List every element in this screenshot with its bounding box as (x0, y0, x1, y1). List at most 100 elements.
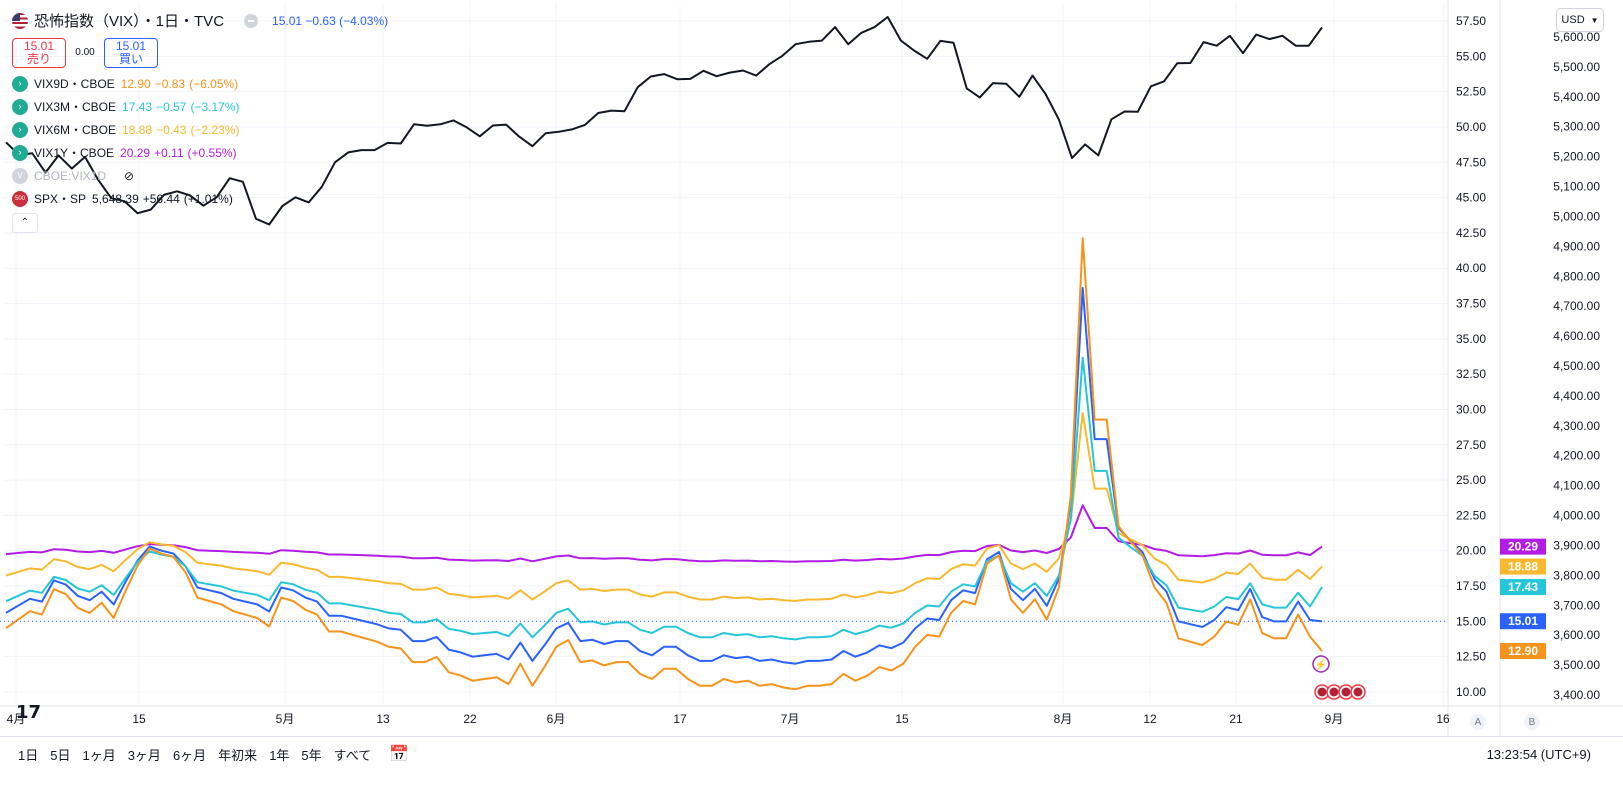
left-axis-tick: 10.00 (1456, 685, 1486, 699)
left-axis-tick: 37.50 (1456, 297, 1486, 311)
symbol-v-icon: V (12, 167, 28, 184)
x-axis-tick: 7月 (781, 712, 800, 726)
legend-row[interactable]: › VIX1Y・CBOE 20.29 +0.11 (+0.55%) (12, 141, 388, 164)
series-change: +56.44 (142, 191, 180, 206)
sell-label: 売り (26, 52, 51, 66)
chevron-down-icon: ▼ (1590, 15, 1599, 25)
right-axis-tick: 4,200.00 (1553, 449, 1600, 463)
buy-button[interactable]: 15.01 買い (104, 38, 158, 68)
calendar-goto-icon[interactable]: 📅 (389, 746, 410, 763)
right-axis-tick: 3,400.00 (1553, 688, 1600, 702)
legend-row[interactable]: 500 SPX・SP 5,648.39 +56.44 (+1.01%) (12, 187, 388, 210)
series-line (5, 504, 1323, 563)
right-axis-tick: 5,200.00 (1553, 150, 1600, 164)
currency-select[interactable]: USD ▼ (1556, 8, 1604, 32)
range-button[interactable]: 1日 (18, 747, 39, 763)
series-change: −0.43 (156, 122, 187, 137)
legend-row[interactable]: › VIX9D・CBOE 12.90 −0.83 (−6.05%) (12, 72, 388, 95)
right-axis-tick: 3,500.00 (1553, 658, 1600, 672)
left-axis-tick: 27.50 (1456, 438, 1486, 452)
x-axis-tick: 17 (673, 712, 687, 726)
left-axis-tick: 55.00 (1456, 49, 1486, 63)
currency-label: USD (1561, 14, 1585, 26)
range-button[interactable]: 年初来 (218, 747, 258, 763)
arrow-right-icon: › (12, 121, 28, 138)
auto-scale-button[interactable]: A (1470, 714, 1486, 730)
left-axis-tick: 40.00 (1456, 261, 1486, 275)
series-list: › VIX9D・CBOE 12.90 −0.83 (−6.05%) › VIX3M・CBOE… (12, 72, 388, 210)
left-axis-tick: 30.00 (1456, 402, 1486, 416)
series-name: VIX6M・CBOE (34, 122, 117, 137)
left-axis-tick: 12.50 (1456, 650, 1486, 664)
left-axis-tick: 35.00 (1456, 332, 1486, 346)
minus-icon[interactable] (244, 14, 259, 28)
series-value: 17.43 (122, 99, 153, 114)
collapse-legend-button[interactable]: ⌃ (12, 213, 38, 233)
x-axis-tick: 15 (895, 712, 909, 726)
right-axis-tick: 4,000.00 (1553, 509, 1600, 523)
lightning-glyph: ⚡ (1315, 658, 1327, 671)
arrow-right-icon: › (12, 144, 28, 161)
series-change: −0.83 (154, 76, 186, 91)
right-axis-tick: 4,100.00 (1553, 479, 1600, 493)
symbol-title[interactable]: 恐怖指数（VIX）・1日・TVC (34, 12, 225, 30)
legend-row[interactable]: V CBOE:VIX1D ⊘ (12, 164, 388, 187)
series-name: SPX・SP (34, 191, 87, 206)
x-axis-tick: 22 (463, 712, 477, 726)
right-axis-tick: 4,400.00 (1553, 389, 1600, 403)
buy-price: 15.01 (115, 39, 147, 53)
event-flag-inner (1341, 687, 1351, 697)
left-axis-tick: 15.00 (1456, 614, 1486, 628)
right-axis-tick: 4,600.00 (1553, 329, 1600, 343)
eye-off-icon[interactable]: ⊘ (124, 168, 135, 183)
time-range-buttons: 1日 5日 1ヶ月 3ヶ月 6ヶ月 年初来 1年 5年 すべて (0, 745, 371, 764)
price-label-bg (1500, 579, 1546, 596)
us-flag-icon (12, 13, 28, 29)
left-axis-tick: 17.50 (1456, 579, 1486, 593)
legend-row[interactable]: › VIX3M・CBOE 17.43 −0.57 (−3.17%) (12, 95, 388, 118)
right-axis-tick: 4,500.00 (1553, 359, 1600, 373)
series-pct: (+0.55%) (187, 145, 237, 160)
tradingview-logo: 17 (16, 702, 42, 723)
price-change: −0.63 (305, 14, 336, 28)
arrow-right-icon: › (12, 98, 28, 115)
series-line (5, 16, 1323, 226)
series-pct: (−6.05%) (189, 76, 239, 91)
price-label: 15.01 (1508, 614, 1538, 628)
series-name: VIX1Y・CBOE (34, 145, 115, 160)
left-axis-tick: 50.00 (1456, 120, 1486, 134)
main-symbol-row[interactable]: 恐怖指数（VIX）・1日・TVC 15.01 −0.63 (−4.03%) (12, 10, 388, 32)
x-axis-tick: 6月 (547, 712, 566, 726)
left-axis-tick: 25.00 (1456, 473, 1486, 487)
range-button[interactable]: 6ヶ月 (172, 747, 207, 763)
range-button[interactable]: 5年 (301, 747, 322, 763)
range-button[interactable]: 1ヶ月 (82, 747, 116, 763)
sell-button[interactable]: 15.01 売り (12, 38, 66, 68)
bottom-toolbar: 1日 5日 1ヶ月 3ヶ月 6ヶ月 年初来 1年 5年 すべて 📅 13:23:54 (UTC+… (0, 736, 1623, 771)
right-axis-tick: 5,100.00 (1553, 180, 1600, 194)
event-flag-inner (1317, 687, 1327, 697)
trade-buttons: 15.01 売り 0.00 15.01 買い (12, 38, 388, 68)
clock[interactable]: 13:23:54 (UTC+9) (1486, 746, 1591, 762)
legend-row[interactable]: › VIX6M・CBOE 18.88 −0.43 (−2.23%) (12, 118, 388, 141)
range-button[interactable]: 1年 (269, 747, 290, 763)
range-button[interactable]: 3ヶ月 (127, 747, 161, 763)
series-value: 20.29 (120, 145, 151, 160)
price-label-bg (1500, 538, 1546, 555)
left-axis-tick: 45.00 (1456, 191, 1486, 205)
right-axis-tick: 4,700.00 (1553, 299, 1600, 313)
log-scale-button[interactable]: B (1524, 714, 1540, 730)
price-label: 12.90 (1508, 644, 1538, 658)
series-name: CBOE:VIX1D (34, 168, 107, 183)
x-axis-tick: 4月 (7, 712, 26, 726)
event-flag-inner (1329, 687, 1339, 697)
last-price: 15.01 (272, 14, 303, 28)
range-button[interactable]: すべて (333, 747, 372, 763)
series-name: VIX9D・CBOE (34, 76, 115, 91)
range-button[interactable]: 5日 (50, 747, 71, 763)
x-axis-tick: 12 (1143, 712, 1157, 726)
x-axis-tick: 16 (1436, 712, 1450, 726)
price-label-bg (1500, 558, 1546, 575)
